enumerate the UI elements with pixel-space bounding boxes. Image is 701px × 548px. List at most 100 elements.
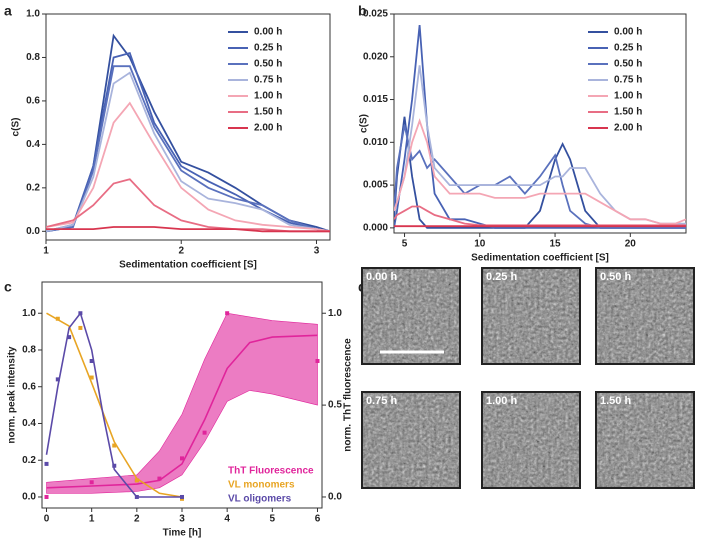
y-tick-label: 0.025 <box>363 9 388 20</box>
data-point <box>44 461 49 466</box>
micrograph <box>482 392 580 488</box>
data-point <box>89 359 94 364</box>
data-point <box>180 456 184 461</box>
micrograph-border <box>595 267 695 365</box>
series-line <box>46 65 330 233</box>
y-tick-label: 0.8 <box>26 52 40 63</box>
y-tick-label: 0.005 <box>363 180 388 191</box>
y-tick-label: 0.000 <box>363 223 388 234</box>
y2-axis-label: norm. ThT fluorescence <box>343 338 354 452</box>
data-point <box>180 494 184 499</box>
series-line <box>46 71 330 233</box>
data-point <box>315 359 320 364</box>
plot-frame <box>45 13 331 241</box>
x-tick-label: 1 <box>43 246 49 257</box>
data-point <box>55 377 60 382</box>
micrograph-border <box>481 391 581 489</box>
fit-line <box>46 334 318 489</box>
series-line <box>46 52 330 233</box>
data-point <box>67 335 72 340</box>
legend-label: 0.50 h <box>254 59 282 70</box>
data-point <box>225 311 230 316</box>
data-point <box>134 494 139 499</box>
legend-label: 1.50 h <box>254 107 282 118</box>
micrograph <box>362 392 460 488</box>
y2-tick-label: 1.0 <box>328 308 342 319</box>
legend-label: 2.00 h <box>254 123 282 134</box>
legend-label: 1.00 h <box>614 91 642 102</box>
x-tick-label: 10 <box>474 239 486 250</box>
x-tick-label: 0 <box>44 514 50 525</box>
data-point <box>89 480 94 485</box>
y-tick-label: 0.015 <box>363 94 388 105</box>
x-tick-label: 6 <box>315 514 321 525</box>
micrograph <box>596 392 694 488</box>
x-tick-label: 4 <box>224 514 230 525</box>
image-label: 0.75 h <box>366 395 397 407</box>
data-point <box>112 443 117 448</box>
y-tick-label: 0.6 <box>22 381 36 392</box>
data-point <box>89 375 94 380</box>
series-line <box>46 101 330 233</box>
legend-label: 1.00 h <box>254 91 282 102</box>
legend-label: 2.00 h <box>614 123 642 134</box>
y-axis-label: norm. peak intensity <box>7 346 18 444</box>
image-label: 1.50 h <box>600 395 631 407</box>
image-label: 0.00 h <box>366 271 397 283</box>
micrograph-border <box>361 391 461 489</box>
legend-label: 0.25 h <box>254 43 282 54</box>
legend-label: 0.00 h <box>614 27 642 38</box>
plot-frame <box>393 13 687 234</box>
data-point <box>78 325 83 330</box>
micrograph-border <box>595 391 695 489</box>
image-label: 0.50 h <box>600 271 631 283</box>
series-line <box>394 125 686 229</box>
panel-label: b <box>358 3 367 19</box>
x-axis-label: Time [h] <box>163 528 202 539</box>
y-axis-label: c(S) <box>359 114 370 133</box>
y-axis-label: c(S) <box>11 118 22 137</box>
y-tick-label: 0.0 <box>26 226 40 237</box>
confidence-band <box>46 312 318 494</box>
y-tick-label: 0.8 <box>22 345 36 356</box>
fit-line <box>45 311 182 498</box>
image-label: 1.00 h <box>486 395 517 407</box>
x-tick-label: 1 <box>89 514 95 525</box>
panel-label: c <box>4 279 12 295</box>
x-tick-label: 5 <box>270 514 276 525</box>
y-tick-label: 1.0 <box>22 308 36 319</box>
x-tick-label: 5 <box>402 239 408 250</box>
x-tick-label: 20 <box>625 239 637 250</box>
x-tick-label: 15 <box>549 239 561 250</box>
legend-label: 0.75 h <box>254 75 282 86</box>
legend-label: 0.75 h <box>614 75 642 86</box>
legend-label: 0.25 h <box>614 43 642 54</box>
fit-line <box>46 312 183 498</box>
data-point <box>157 476 162 481</box>
data-point <box>55 316 60 321</box>
legend-label: VL oligomers <box>228 494 292 505</box>
y-tick-label: 0.010 <box>363 137 388 148</box>
micrograph-border <box>481 267 581 365</box>
x-axis-label: Sedimentation coefficient [S] <box>119 260 257 271</box>
image-label: 0.25 h <box>486 271 517 283</box>
x-axis-label: Sedimentation coefficient [S] <box>471 253 609 264</box>
panel-label: a <box>4 3 12 19</box>
x-tick-label: 2 <box>178 246 184 257</box>
y-tick-label: 0.2 <box>26 182 40 193</box>
y2-tick-label: 0.5 <box>328 400 342 411</box>
x-tick-label: 3 <box>179 514 185 525</box>
x-tick-label: 2 <box>134 514 140 525</box>
legend-label: 0.50 h <box>614 59 642 70</box>
data-point <box>112 463 117 468</box>
y-tick-label: 0.020 <box>363 51 388 62</box>
y-tick-label: 0.2 <box>22 455 36 466</box>
micrograph <box>482 268 580 364</box>
data-point <box>44 494 49 499</box>
y-tick-label: 1.0 <box>26 9 40 20</box>
legend-label: ThT Fluorescence <box>228 466 314 477</box>
y-tick-label: 0.4 <box>26 139 40 150</box>
y-tick-label: 0.4 <box>22 418 36 429</box>
legend-label: 1.50 h <box>614 107 642 118</box>
legend-label: 0.00 h <box>254 27 282 38</box>
